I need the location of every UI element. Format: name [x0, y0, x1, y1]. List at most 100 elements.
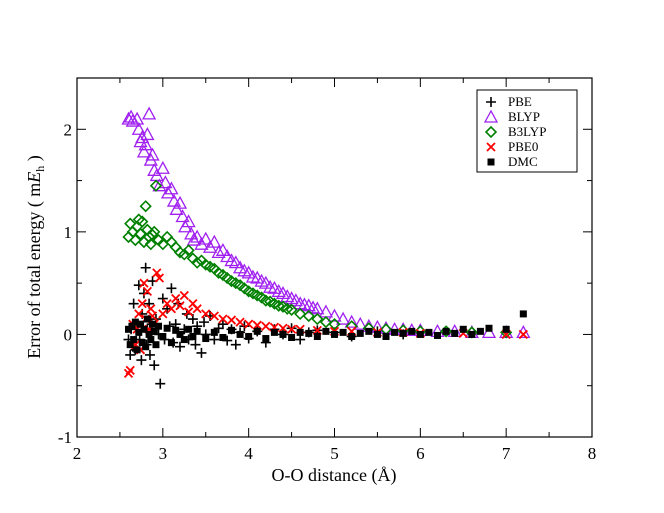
point-pbe — [209, 334, 220, 345]
point-blyp — [353, 316, 368, 330]
point-dmc — [399, 329, 407, 337]
point-b3lyp — [178, 248, 191, 261]
point-dmc — [142, 343, 150, 351]
point-dmc — [149, 320, 157, 328]
point-pbe — [295, 334, 306, 345]
point-pbe0 — [218, 314, 228, 324]
point-dmc — [485, 324, 493, 332]
point-blyp — [186, 232, 201, 246]
point-b3lyp — [272, 299, 285, 312]
point-pbe — [157, 293, 168, 304]
point-dmc — [159, 332, 167, 340]
point-dmc — [270, 328, 278, 336]
y-tick-label-2: 2 — [64, 120, 73, 139]
x-axis-label: O-O distance (Å) — [272, 465, 397, 486]
point-dmc — [425, 328, 433, 336]
point-dmc — [288, 334, 296, 342]
point-dmc — [145, 330, 153, 338]
point-blyp — [136, 144, 152, 158]
point-dmc — [382, 332, 390, 340]
point-dmc — [176, 330, 184, 338]
point-blyp — [516, 325, 531, 339]
point-b3lyp — [136, 215, 149, 228]
point-blyp — [305, 300, 321, 314]
point-pbe — [196, 347, 207, 358]
point-dmc — [434, 331, 441, 339]
point-dmc — [137, 320, 145, 328]
point-pbe0 — [179, 290, 189, 301]
point-blyp — [263, 279, 278, 293]
point-dmc — [451, 329, 459, 337]
point-dmc — [193, 327, 201, 335]
point-pbe0 — [209, 311, 219, 321]
point-blyp — [181, 214, 196, 228]
y-axis-label-sub: h — [33, 166, 47, 172]
point-b3lyp — [144, 238, 157, 251]
point-b3lyp — [139, 200, 152, 213]
point-pbe0 — [158, 309, 168, 319]
point-dmc — [133, 346, 141, 354]
point-pbe0 — [171, 293, 181, 304]
point-pbe0 — [166, 304, 177, 314]
point-dmc — [128, 322, 136, 330]
x-tick-label-8: 8 — [588, 444, 597, 463]
point-b3lyp — [148, 225, 161, 238]
point-b3lyp — [132, 213, 145, 226]
point-dmc — [236, 330, 244, 338]
point-dmc — [416, 330, 424, 338]
point-blyp — [138, 137, 153, 151]
legend-marker-b3lyp — [484, 125, 498, 139]
point-pbe0 — [244, 319, 254, 329]
legend-item-b3lyp: B3LYP — [484, 124, 546, 139]
y-tick-label-0: 0 — [64, 325, 73, 344]
point-blyp — [215, 242, 231, 256]
legend-label-pbe0: PBE0 — [508, 139, 538, 154]
legend-marker-blyp — [483, 109, 499, 123]
point-pbe — [149, 360, 160, 371]
point-pbe0 — [146, 304, 156, 314]
legend-label-dmc: DMC — [508, 154, 538, 169]
point-pbe — [199, 317, 210, 328]
point-blyp — [207, 234, 222, 248]
point-pbe0 — [192, 304, 202, 314]
point-pbe — [125, 349, 136, 360]
point-pbe — [140, 262, 151, 273]
point-blyp — [327, 308, 342, 322]
point-dmc — [210, 328, 218, 336]
point-dmc — [262, 335, 270, 343]
point-dmc — [202, 335, 210, 343]
point-dmc — [356, 329, 364, 337]
point-blyp — [297, 297, 312, 311]
point-pbe — [190, 339, 201, 350]
point-dmc — [219, 334, 227, 342]
point-blyp — [228, 255, 243, 269]
point-blyp — [135, 130, 150, 144]
point-b3lyp — [129, 233, 142, 247]
point-pbe — [155, 378, 166, 389]
point-pbe — [166, 283, 177, 294]
point-dmc — [459, 325, 467, 333]
y-tick-label-1: 1 — [64, 223, 73, 242]
point-dmc — [468, 330, 476, 338]
point-pbe — [175, 341, 185, 352]
point-dmc — [131, 318, 139, 326]
point-dmc — [331, 330, 338, 338]
point-dmc — [130, 336, 138, 344]
point-dmc — [135, 328, 143, 336]
point-dmc — [155, 322, 163, 330]
y-axis-label-text: Error of total energy ( m — [24, 183, 45, 359]
point-dmc — [322, 327, 330, 335]
point-dmc — [150, 327, 158, 335]
series-dmc — [125, 310, 527, 354]
legend-label-pbe: PBE — [508, 94, 532, 109]
series-pbe0 — [123, 268, 528, 379]
point-blyp — [335, 311, 351, 325]
point-blyp — [172, 195, 188, 209]
point-dmc — [373, 330, 381, 338]
point-blyp — [169, 201, 184, 215]
point-blyp — [160, 185, 176, 199]
point-dmc — [313, 332, 321, 340]
point-pbe0 — [134, 309, 144, 319]
point-dmc — [180, 336, 188, 344]
